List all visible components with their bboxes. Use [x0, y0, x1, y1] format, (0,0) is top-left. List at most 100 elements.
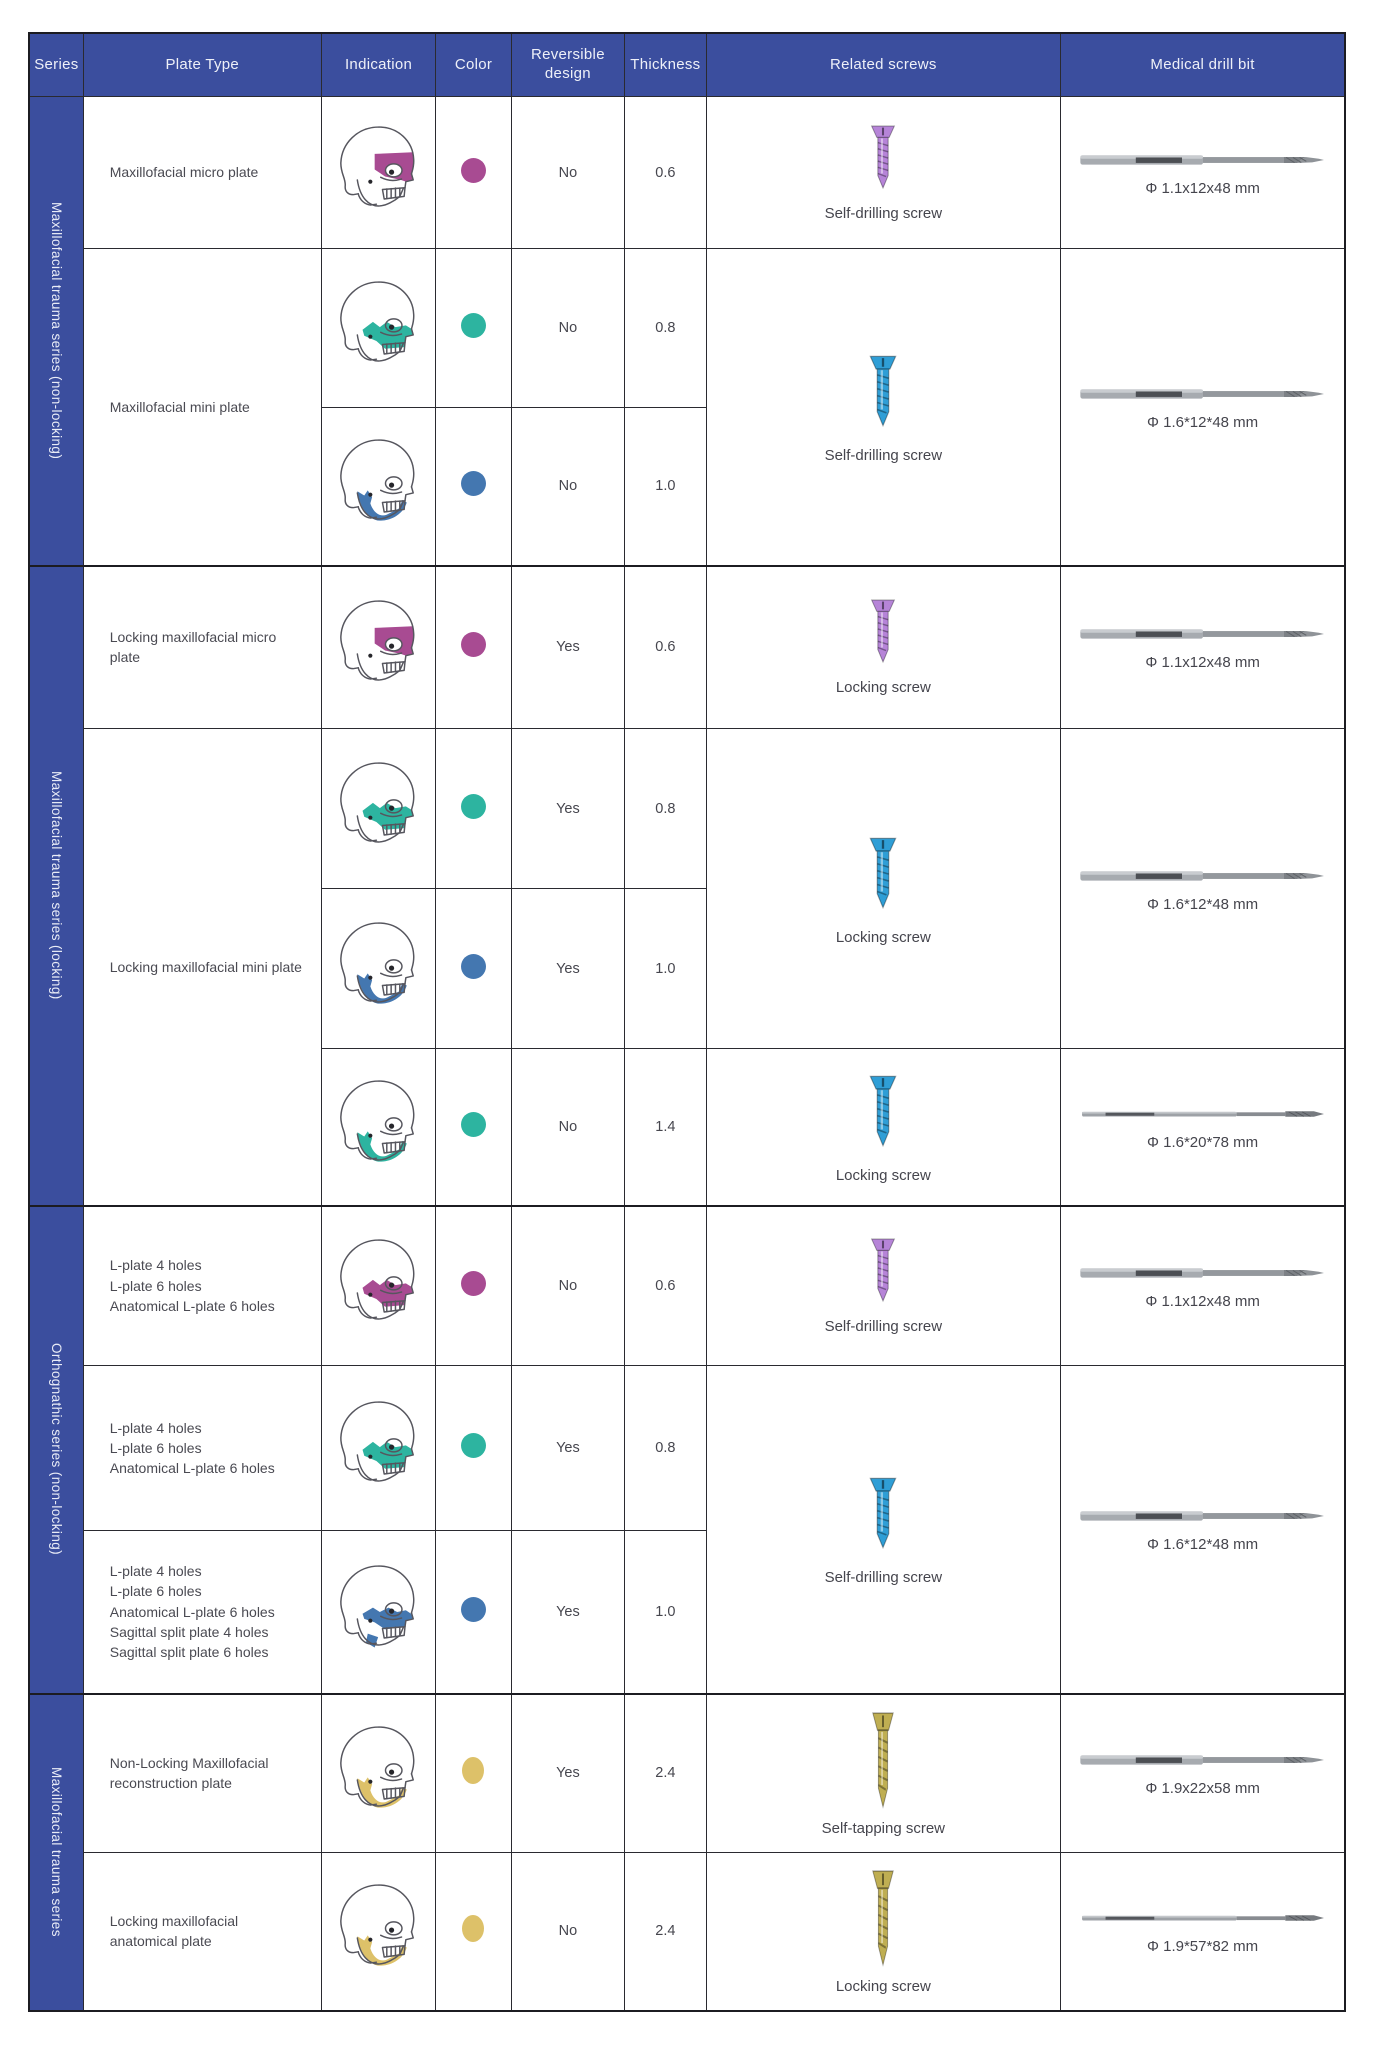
series-label: Maxillofacial trauma series (locking)	[49, 771, 65, 1000]
series-group-orthognathic: Orthognathic series (non-locking)	[28, 1204, 84, 1694]
reversible-cell: Yes	[510, 888, 626, 1049]
indication-cell	[320, 1692, 437, 1853]
series-label: Maxillofacial trauma series	[49, 1767, 65, 1937]
drill-bit-icon	[1077, 1262, 1329, 1284]
reversible-cell: Yes	[510, 564, 626, 729]
drill-size-label: Φ 1.6*12*48 mm	[1146, 1536, 1259, 1554]
drill-bit-cell: Φ 1.6*12*48 mm	[1060, 248, 1346, 566]
screw-icon	[871, 1710, 895, 1810]
screw-icon	[868, 832, 898, 914]
color-dot	[462, 1915, 485, 1943]
screw-icon	[868, 598, 898, 664]
color-dot	[460, 1596, 486, 1622]
table-row: Locking maxillofacial mini plate Yes 0.8…	[29, 728, 1346, 1206]
color-dot	[460, 632, 486, 658]
color-cell	[435, 1530, 512, 1694]
skull-maxilla-icon	[331, 1234, 427, 1338]
related-screw-cell: Self-drilling screw	[705, 1204, 1062, 1366]
drill-bit-cell: Φ 1.1x12x48 mm	[1060, 1204, 1346, 1366]
drill-bit-icon	[1077, 1505, 1329, 1527]
color-dot	[460, 157, 486, 183]
indication-cell	[320, 1852, 437, 2011]
table-row: Maxillofacial trauma series (locking) Lo…	[28, 564, 1346, 1206]
thickness-cell: 0.6	[624, 1204, 707, 1366]
drill-size-label: Φ 1.6*12*48 mm	[1146, 413, 1259, 431]
plate-type-label: Locking maxillofacial micro plate	[109, 628, 277, 666]
thickness-cell: 2.4	[624, 1692, 707, 1853]
drill-size-label: Φ 1.9x22x58 mm	[1145, 1780, 1260, 1798]
color-cell	[435, 1365, 512, 1531]
plate-type-label: Anatomical L-plate 6 holes	[109, 1603, 275, 1620]
plate-type-cell: L-plate 4 holes L-plate 6 holes Anatomic…	[82, 1204, 322, 1366]
col-header-series: Series	[28, 32, 84, 97]
indication-cell	[320, 888, 437, 1049]
drill-bit-icon	[1077, 865, 1329, 887]
skull-mandible-icon	[331, 1075, 427, 1179]
drill-bit-icon	[1077, 1907, 1329, 1929]
color-dot	[460, 313, 486, 338]
indication-cell	[320, 1530, 437, 1694]
table-row: L-plate 4 holes L-plate 6 holes Anatomic…	[29, 1365, 1346, 1694]
plate-type-cell: Maxillofacial micro plate	[82, 96, 322, 249]
reversible-cell: No	[510, 1204, 626, 1366]
reversible-cell: Yes	[510, 1692, 626, 1853]
indication-cell	[320, 407, 437, 566]
drill-size-label: Φ 1.6*12*48 mm	[1146, 895, 1259, 913]
related-screw-cell: Locking screw	[705, 1048, 1062, 1206]
plate-type-label: L-plate 4 holes	[109, 1563, 202, 1579]
screw-icon	[871, 1868, 895, 1968]
color-cell	[435, 1692, 512, 1853]
table-row: Locking maxillofacial anatomical plate N…	[29, 1852, 1346, 2011]
indication-cell	[320, 1048, 437, 1206]
col-header-related-screws: Related screws	[705, 32, 1062, 97]
skull-maxilla-icon	[331, 276, 427, 380]
col-header-medical-drill-bit: Medical drill bit	[1060, 32, 1346, 97]
table-row: Maxillofacial mini plate No 0.8 Self-dri…	[29, 248, 1346, 566]
table-row: No 1.4 Locking screw Φ 1.6*20*78 mm	[29, 1048, 1346, 1206]
related-screw-cell: Self-drilling screw	[705, 1365, 1062, 1694]
plate-type-label: L-plate 6 holes	[109, 1277, 202, 1294]
series-group-trauma-locking: Maxillofacial trauma series (locking)	[28, 564, 84, 1206]
drill-bit-cell: Φ 1.9x22x58 mm	[1060, 1692, 1346, 1853]
related-screw-cell: Self-drilling screw	[705, 248, 1062, 566]
screw-label: Locking screw	[835, 679, 931, 697]
drill-size-label: Φ 1.6*20*78 mm	[1146, 1133, 1259, 1151]
screw-label: Self-drilling screw	[824, 446, 943, 464]
indication-cell	[320, 564, 437, 729]
plate-type-label: Maxillofacial mini plate	[109, 398, 250, 415]
thickness-cell: 1.4	[624, 1048, 707, 1206]
related-screw-cell: Self-drilling screw	[705, 96, 1062, 249]
color-dot	[460, 1270, 486, 1296]
plate-type-cell: L-plate 4 holes L-plate 6 holes Anatomic…	[82, 1365, 322, 1531]
screw-label: Locking screw	[835, 1977, 931, 1995]
plate-type-label: Anatomical L-plate 6 holes	[109, 1297, 275, 1314]
thickness-cell: 0.6	[624, 96, 707, 249]
indication-cell	[320, 96, 437, 249]
drill-bit-icon	[1077, 1103, 1329, 1125]
series-label: Orthognathic series (non-locking)	[49, 1343, 65, 1556]
thickness-cell: 0.6	[624, 564, 707, 729]
reversible-cell: No	[510, 248, 626, 408]
plate-type-cell: L-plate 4 holes L-plate 6 holes Anatomic…	[82, 1530, 322, 1694]
drill-bit-cell: Φ 1.1x12x48 mm	[1060, 564, 1346, 729]
skull-mandible-icon	[331, 434, 427, 538]
table-header-row: Series Plate Type Indication Color Rever…	[28, 32, 1346, 97]
skull-mandible-icon	[331, 1721, 427, 1825]
table-row: Maxillofacial trauma series Non-Locking …	[28, 1692, 1346, 2011]
col-header-color: Color	[435, 32, 512, 97]
drill-bit-icon	[1077, 149, 1329, 171]
plate-type-label: Locking maxillofacial anatomical plate	[109, 1912, 239, 1950]
col-header-indication: Indication	[320, 32, 437, 97]
screw-icon	[868, 1237, 898, 1303]
screw-icon	[868, 1472, 898, 1554]
plate-type-label: Locking maxillofacial mini plate	[109, 958, 302, 975]
drill-bit-cell: Φ 1.6*12*48 mm	[1060, 728, 1346, 1049]
drill-bit-cell: Φ 1.6*12*48 mm	[1060, 1365, 1346, 1694]
drill-size-label: Φ 1.1x12x48 mm	[1145, 179, 1260, 197]
drill-bit-icon	[1077, 623, 1329, 645]
thickness-cell: 1.0	[624, 407, 707, 566]
skull-maxilla-icon	[331, 1396, 427, 1500]
table-row: Orthognathic series (non-locking) L-plat…	[28, 1204, 1346, 1694]
screw-label: Self-drilling screw	[824, 204, 943, 222]
screw-label: Self-drilling screw	[824, 1569, 943, 1587]
